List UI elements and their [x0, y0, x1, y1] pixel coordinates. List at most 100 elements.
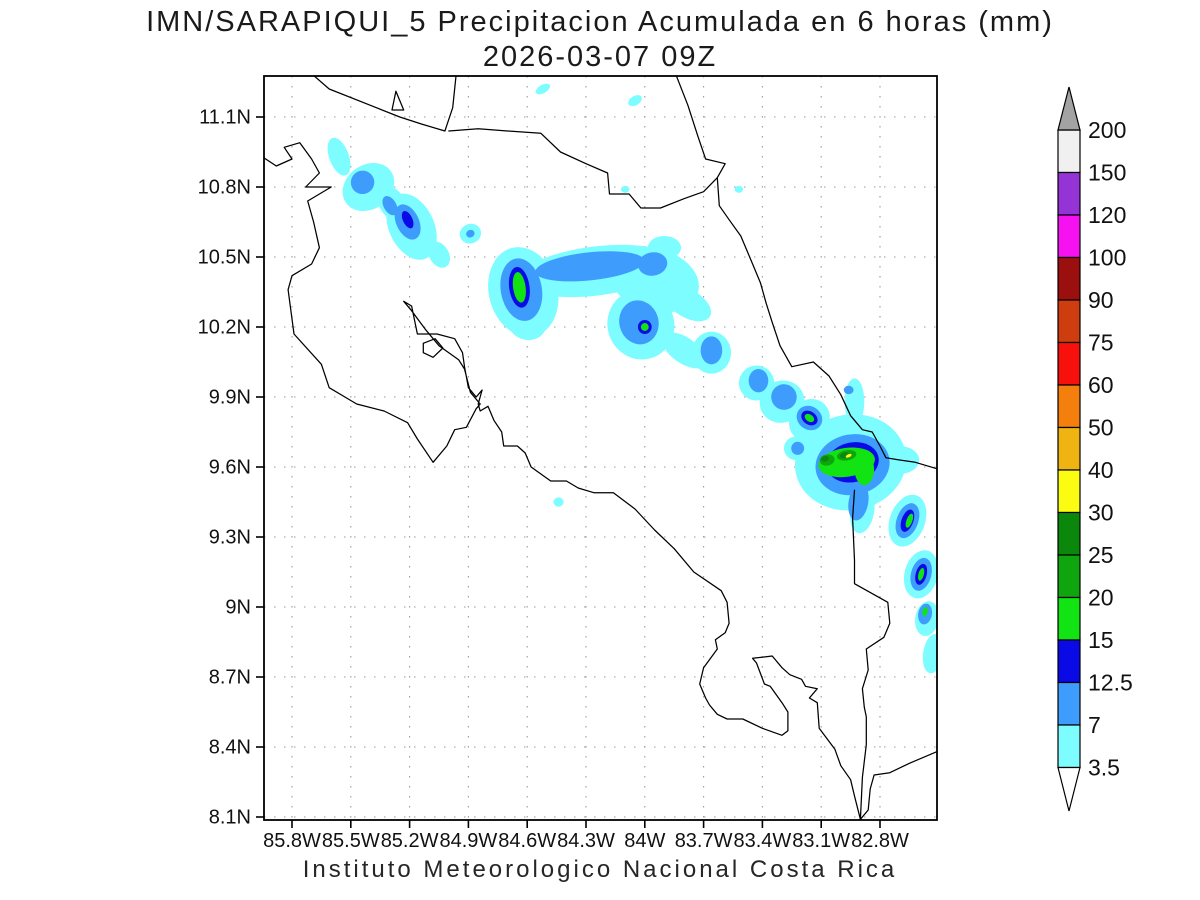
precip-contour	[854, 453, 875, 486]
precip-contour	[553, 497, 564, 507]
colorbar-segment	[1057, 596, 1081, 641]
coastline-lake-nicaragua	[313, 76, 457, 132]
y-axis-tick-label: 9.6N	[209, 456, 251, 478]
x-axis-tick-label: 85.5W	[322, 830, 380, 852]
y-axis-tick-label: 8.4N	[209, 736, 251, 758]
colorbar-segment	[1057, 554, 1081, 599]
x-axis-tick-label: 82.8W	[851, 830, 909, 852]
precip-contour	[535, 251, 645, 282]
precip-contour	[382, 196, 398, 216]
precip-contour	[401, 210, 414, 229]
colorbar-label: 20	[1088, 585, 1114, 611]
colorbar-segment	[1057, 426, 1081, 471]
plot-title: IMN/SARAPIQUI_5 Precipitacion Acumulada …	[146, 6, 1054, 38]
y-axis-tick-label: 8.1N	[209, 806, 251, 828]
precip-contour	[512, 272, 526, 303]
coastline-san-juan-border	[448, 128, 718, 209]
coastlines	[264, 76, 937, 820]
precip-contour	[843, 385, 854, 395]
colorbar: 200 150 120 100 90 75 60 50 40 30 25 20 15 12.5 7 3.5	[1050, 80, 1200, 840]
y-axis-tick-label: 9.9N	[209, 386, 251, 408]
colorbar-label: 3.5	[1088, 755, 1120, 781]
colorbar-label: 50	[1088, 415, 1114, 441]
map-frame	[263, 75, 938, 821]
x-axis-tick-label: 85.2W	[381, 830, 439, 852]
precip-contour	[821, 455, 830, 462]
colorbar-segment	[1057, 724, 1081, 769]
colorbar-segment	[1057, 681, 1081, 726]
precip-contour	[905, 513, 914, 528]
precip-contour	[922, 633, 937, 674]
colorbar-label: 90	[1088, 287, 1114, 313]
precip-contour	[804, 413, 815, 423]
footer-caption: Instituto Meteorologico Nacional Costa R…	[302, 856, 898, 883]
colorbar-segment	[1057, 129, 1081, 174]
colorbar-label: 30	[1088, 500, 1114, 526]
colorbar-svg: 200 150 120 100 90 75 60 50 40 30 25 20 15 12.5 7 3.5	[1057, 86, 1133, 812]
colorbar-label: 75	[1088, 330, 1114, 356]
axis-ticks	[256, 116, 881, 828]
precip-contour	[734, 185, 744, 193]
colorbar-segment	[1057, 469, 1081, 514]
precip-contour	[327, 137, 351, 176]
colorbar-label: 60	[1088, 372, 1114, 398]
coastline-caribbean	[675, 76, 937, 470]
colorbar-over-arrow	[1057, 86, 1081, 131]
y-axis-tick-label: 10.2N	[198, 316, 251, 338]
colorbar-label: 15	[1088, 627, 1114, 653]
plot-subtitle: 2026-03-07 09Z	[482, 41, 718, 73]
coastline-lake-island	[391, 90, 405, 111]
colorbar-segment	[1057, 256, 1081, 301]
x-axis-tick-label: 84W	[624, 830, 665, 852]
precip-contour	[628, 95, 642, 107]
x-axis-tick-label: 83.1W	[792, 830, 850, 852]
precip-contour	[844, 378, 865, 425]
colorbar-label: 120	[1088, 202, 1126, 228]
coastline-panama-border	[851, 489, 891, 820]
precip-contour	[791, 441, 805, 455]
precip-contour	[350, 170, 375, 195]
coastline-chira-island	[422, 338, 444, 358]
x-axis-tick-label: 84.3W	[557, 830, 615, 852]
colorbar-label: 40	[1088, 457, 1114, 483]
colorbar-segment	[1057, 299, 1081, 344]
colorbar-label: 100	[1088, 245, 1126, 271]
colorbar-segment	[1057, 384, 1081, 429]
y-axis-tick-label: 10.5N	[198, 246, 251, 268]
x-axis-tick-label: 84.9W	[439, 830, 497, 852]
y-axis-tick-label: 10.8N	[198, 176, 251, 198]
x-axis-tick-label: 83.4W	[733, 830, 791, 852]
colorbar-segment	[1057, 171, 1081, 216]
precip-contour	[771, 384, 797, 410]
map-plot: 85.8W 85.5W 85.2W 84.9W 84.6W 84.3W 84W 83.7W 83…	[180, 60, 980, 860]
y-axis-tick-label: 11.1N	[199, 107, 251, 129]
coastline-pacific-and-south	[264, 142, 937, 820]
colorbar-segment	[1057, 341, 1081, 386]
colorbar-label: 12.5	[1088, 670, 1133, 696]
precip-contour	[427, 241, 451, 268]
colorbar-label: 150	[1088, 160, 1126, 186]
colorbar-segment	[1057, 214, 1081, 259]
colorbar-under-arrow	[1057, 766, 1081, 812]
colorbar-segment	[1057, 511, 1081, 556]
precip-contour	[535, 83, 550, 95]
precip-contour	[922, 607, 928, 617]
precip-contour	[620, 185, 630, 193]
colorbar-label: 7	[1088, 712, 1101, 738]
x-axis-tick-label: 85.8W	[263, 830, 321, 852]
colorbar-segment	[1057, 639, 1081, 684]
x-axis-tick-label: 84.6W	[498, 830, 556, 852]
precip-contour	[748, 368, 769, 393]
precip-contour	[845, 453, 852, 458]
precip-contour	[638, 252, 668, 276]
precip-contour	[466, 229, 475, 238]
colorbar-label: 25	[1088, 542, 1114, 568]
y-axis-tick-label: 9.3N	[209, 526, 251, 548]
colorbar-label: 200	[1088, 117, 1126, 143]
precip-contour	[918, 567, 925, 581]
y-axis-tick-label: 9N	[225, 596, 251, 618]
precip-contour	[700, 336, 723, 365]
precip-contour	[664, 286, 712, 322]
y-axis-tick-label: 8.7N	[209, 666, 251, 688]
map-svg: 85.8W 85.5W 85.2W 84.9W 84.6W 84.3W 84W 83.7W 83…	[198, 75, 938, 852]
